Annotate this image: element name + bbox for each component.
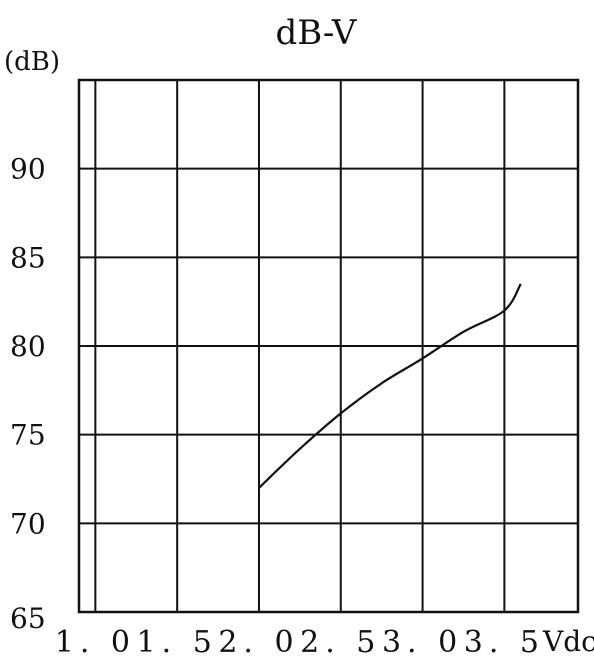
x-tick-labels: 1. 0 1. 5 2. 0 2. 5 3. 0 3. 5 [55, 625, 545, 660]
y-tick-labels: 90 85 80 75 70 65 [10, 153, 46, 635]
x-tick-label: 1. 0 [55, 625, 136, 660]
y-tick-label: 90 [10, 153, 46, 186]
x-axis-unit-label: Vdc [542, 625, 594, 658]
x-tick-label: 2. 5 [300, 625, 381, 660]
y-tick-label: 70 [10, 507, 46, 540]
y-tick-label: 75 [10, 419, 46, 452]
x-tick-label: 1. 5 [137, 625, 218, 660]
y-tick-label: 85 [10, 241, 46, 274]
x-tick-label: 3. 0 [382, 625, 463, 660]
y-axis-unit-label: (dB) [4, 47, 60, 77]
chart-title: dB-V [276, 13, 358, 53]
plot-frame [77, 78, 580, 614]
x-tick-label: 2. 0 [218, 625, 299, 660]
grid-lines [79, 80, 578, 612]
x-tick-label: 3. 5 [464, 625, 545, 660]
series-group [258, 283, 522, 489]
y-tick-label: 80 [10, 330, 46, 363]
series-line [258, 283, 522, 489]
y-tick-label: 65 [10, 602, 46, 635]
